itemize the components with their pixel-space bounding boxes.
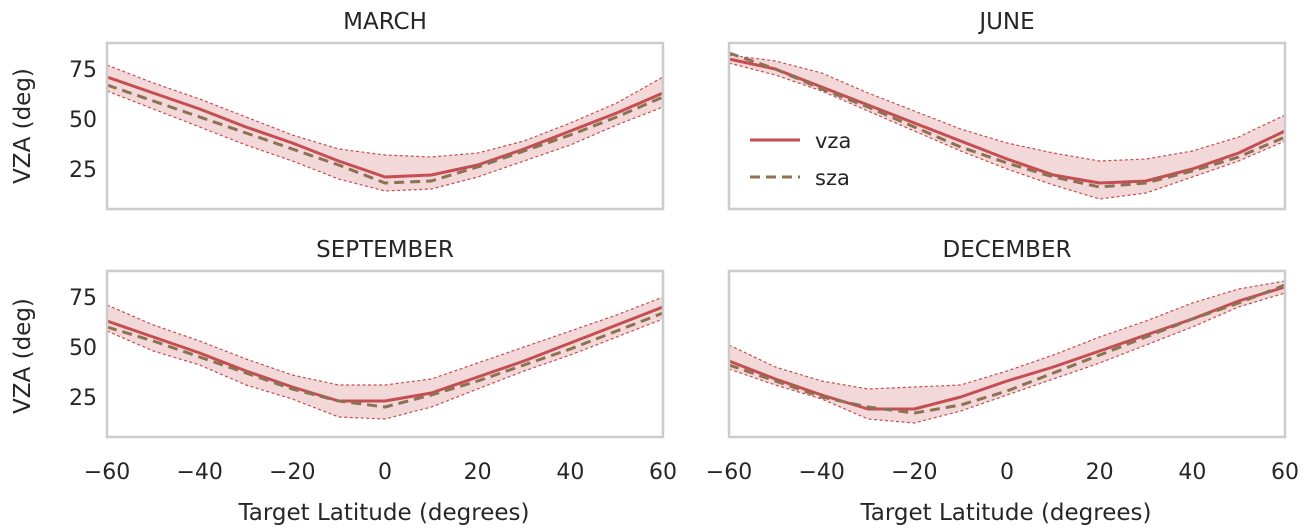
panel-march: MARCH 25 50 75 [69,9,665,211]
vza-band-march [107,65,663,191]
vza-band-upper-june [728,54,1286,162]
vza-line-march [106,75,664,179]
x-tick-label: 40 [1178,460,1206,485]
panel-june: JUNE [727,9,1287,211]
sza-line-september [106,311,664,409]
vza-band-upper-march [106,64,664,158]
x-tick-label: −40 [798,460,844,485]
x-tick-label: 0 [1000,460,1014,485]
panel-december: DECEMBER −60 −40 −20 0 20 40 60 [706,237,1299,485]
vza-band-september [107,297,663,419]
vza-band-december [729,281,1285,423]
panel-september: SEPTEMBER 25 50 75 −60 −40 −20 0 20 40 60 [69,237,677,485]
legend-label-vza: vza [815,129,851,153]
x-tick-label: −20 [269,460,315,485]
panel-title-december: DECEMBER [943,237,1072,263]
vza-band-lower-june [728,62,1286,200]
vza-line-september [106,305,664,403]
x-tick-label: 20 [464,460,492,485]
x-tick-label: −60 [84,460,130,485]
x-axis-label-left: Target Latitude (degrees) [238,500,530,526]
panel-title-september: SEPTEMBER [316,237,454,263]
sza-line-december [728,283,1286,415]
x-tick-label: −60 [706,460,752,485]
x-tick-label: −20 [891,460,937,485]
vza-line-june [728,57,1286,185]
vza-band-upper-september [106,296,664,386]
x-tick-label: 60 [1271,460,1299,485]
x-tick-label: 20 [1086,460,1114,485]
panel-frame-june [727,41,1287,211]
y-tick-label: 75 [69,58,97,83]
vza-band-lower-september [106,318,664,420]
legend: vza sza [750,129,851,190]
y-axis-label-bottom: VZA (deg) [10,298,36,414]
x-tick-label: 0 [378,460,392,485]
x-axis-label-right: Target Latitude (degrees) [860,500,1152,526]
sza-line-june [728,51,1286,189]
subplot-grid: MARCH 25 50 75 JUNE SEPTEMBER 25 50 75 −60 −40 −20 0… [69,9,1299,485]
vza-band-june [729,55,1285,199]
y-tick-label: 25 [69,386,97,411]
panel-title-june: JUNE [977,9,1034,35]
x-tick-label: −40 [176,460,222,485]
x-tick-label: 40 [556,460,584,485]
x-tick-label: 60 [649,460,677,485]
vza-band-upper-december [728,280,1286,390]
panel-title-march: MARCH [343,9,427,35]
y-tick-label: 50 [69,108,97,133]
y-tick-label: 50 [69,336,97,361]
legend-label-sza: sza [815,166,850,190]
panel-frame-march [105,41,665,211]
y-tick-label: 75 [69,286,97,311]
y-axis-label-top: VZA (deg) [10,68,36,184]
y-tick-label: 25 [69,158,97,183]
vza-band-lower-march [106,90,664,192]
sza-line-march [106,83,664,185]
panel-frame-september [105,269,665,439]
panel-frame-december [727,269,1287,439]
